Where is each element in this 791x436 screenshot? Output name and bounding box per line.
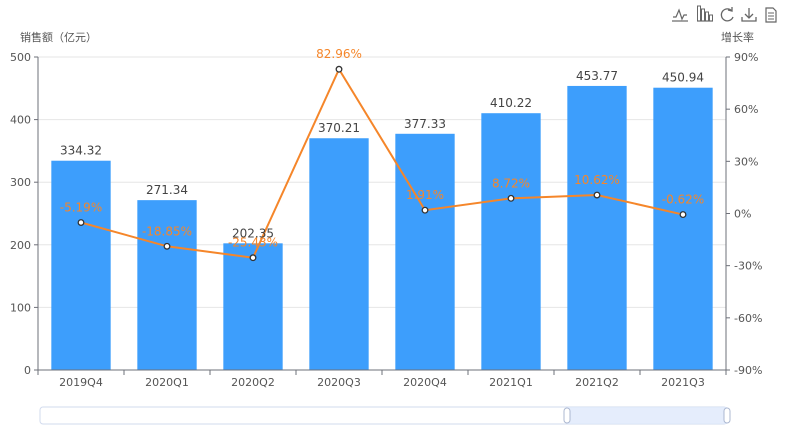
right-axis-tick-label: -30% xyxy=(734,260,762,273)
growth-line-series xyxy=(77,65,687,262)
bar-2019Q4[interactable] xyxy=(51,160,111,370)
left-axis-tick-label: 100 xyxy=(10,301,31,314)
right-axis-title: 增长率 xyxy=(721,30,754,44)
data-labels: 334.32 271.34 202.35 370.21 377.33 410.22 453.… xyxy=(60,47,704,249)
growth-point-2020Q4[interactable] xyxy=(421,206,429,214)
datazoom-slider[interactable] xyxy=(39,406,731,425)
growth-point-2020Q3[interactable] xyxy=(335,65,343,73)
x-axis-tick-label: 2020Q2 xyxy=(231,376,275,389)
bar-value-label: 377.33 xyxy=(404,117,446,131)
x-axis-tick-label: 2020Q4 xyxy=(403,376,447,389)
growth-rate-line xyxy=(80,67,684,259)
bar-value-label: 450.94 xyxy=(662,71,704,85)
left-axis-tick-label: 300 xyxy=(10,176,31,189)
axes: 0 100 200 300 400 500 -90% -60% -30% 0% 30% 60% 90% 2… xyxy=(10,51,762,389)
growth-value-label: 8.72% xyxy=(492,176,530,190)
x-axis-tick-label: 2021Q2 xyxy=(575,376,619,389)
growth-point-2021Q1[interactable] xyxy=(507,194,515,202)
data-view-icon[interactable] xyxy=(762,5,780,24)
left-axis-tick-label: 400 xyxy=(10,114,31,127)
toolbox xyxy=(671,5,780,24)
x-axis-tick-label: 2019Q4 xyxy=(59,376,103,389)
line-chart-toggle-icon[interactable] xyxy=(671,5,689,24)
bar-value-label: 410.22 xyxy=(490,96,532,110)
growth-point-2021Q3[interactable] xyxy=(679,211,687,219)
bar-2020Q1[interactable] xyxy=(137,200,197,370)
bar-2020Q3[interactable] xyxy=(309,138,369,370)
growth-point-2020Q2[interactable] xyxy=(249,254,257,262)
left-axis-tick-label: 200 xyxy=(10,239,31,252)
right-axis-tick-label: -60% xyxy=(734,312,762,325)
bar-series xyxy=(51,85,713,371)
x-axis-tick-label: 2020Q3 xyxy=(317,376,361,389)
bar-value-label: 271.34 xyxy=(146,183,188,197)
bar-value-label: 453.77 xyxy=(576,69,618,83)
bar-2021Q1[interactable] xyxy=(481,113,541,371)
right-axis-tick-label: -90% xyxy=(734,364,762,377)
left-axis-title: 销售额（亿元） xyxy=(20,30,97,44)
growth-value-label: 10.62% xyxy=(574,173,620,187)
right-axis-tick-label: 30% xyxy=(734,155,758,168)
left-axis-tick-label: 0 xyxy=(24,364,31,377)
right-axis-tick-label: 0% xyxy=(734,208,751,221)
x-axis-tick-label: 2020Q1 xyxy=(145,376,189,389)
growth-point-2019Q4[interactable] xyxy=(77,219,85,226)
bar-value-label: 370.21 xyxy=(318,121,360,135)
restore-icon[interactable] xyxy=(718,5,736,24)
growth-point-2020Q1[interactable] xyxy=(163,242,171,250)
datazoom-selected-range[interactable] xyxy=(567,407,727,424)
growth-value-label: -5.19% xyxy=(60,201,102,215)
bar-2020Q4[interactable] xyxy=(395,133,455,370)
bar-2021Q2[interactable] xyxy=(567,85,627,371)
bar-chart-toggle-icon[interactable] xyxy=(696,5,714,24)
datazoom-left-handle[interactable] xyxy=(563,407,571,424)
growth-point-2021Q2[interactable] xyxy=(593,191,601,199)
x-axis-tick-label: 2021Q1 xyxy=(489,376,533,389)
growth-value-label: 82.96% xyxy=(316,47,362,61)
save-image-icon[interactable] xyxy=(740,5,758,24)
right-axis-tick-label: 60% xyxy=(734,103,758,116)
growth-value-label: -0.62% xyxy=(662,193,704,207)
x-axis-tick-label: 2021Q3 xyxy=(661,376,705,389)
growth-value-label: -25.43% xyxy=(228,236,278,250)
growth-value-label: 1.91% xyxy=(406,188,444,202)
bar-value-label: 334.32 xyxy=(60,144,102,158)
datazoom-right-handle[interactable] xyxy=(723,407,731,424)
left-axis-tick-label: 500 xyxy=(10,51,31,64)
growth-value-label: -18.85% xyxy=(142,224,192,238)
bar-2021Q3[interactable] xyxy=(653,87,713,371)
right-axis-tick-label: 90% xyxy=(734,51,758,64)
bar-2020Q2[interactable] xyxy=(223,243,283,370)
bar-value-label: 202.35 xyxy=(232,226,274,240)
